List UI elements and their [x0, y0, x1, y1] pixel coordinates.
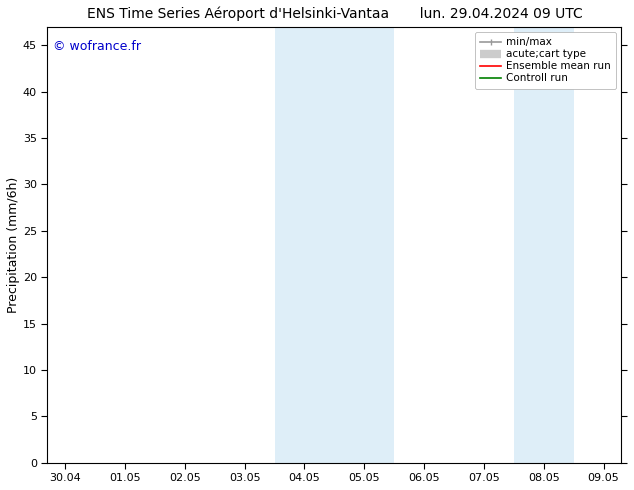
- Bar: [275, 27, 334, 463]
- Bar: [334, 27, 394, 463]
- Y-axis label: Precipitation (mm/6h): Precipitation (mm/6h): [7, 176, 20, 313]
- Legend: min/max, acute;cart type, Ensemble mean run, Controll run: min/max, acute;cart type, Ensemble mean …: [475, 32, 616, 89]
- Bar: [514, 27, 574, 463]
- Text: © wofrance.fr: © wofrance.fr: [53, 40, 141, 53]
- Title: ENS Time Series Aéroport d'Helsinki-Vantaa       lun. 29.04.2024 09 UTC: ENS Time Series Aéroport d'Helsinki-Vant…: [86, 7, 582, 22]
